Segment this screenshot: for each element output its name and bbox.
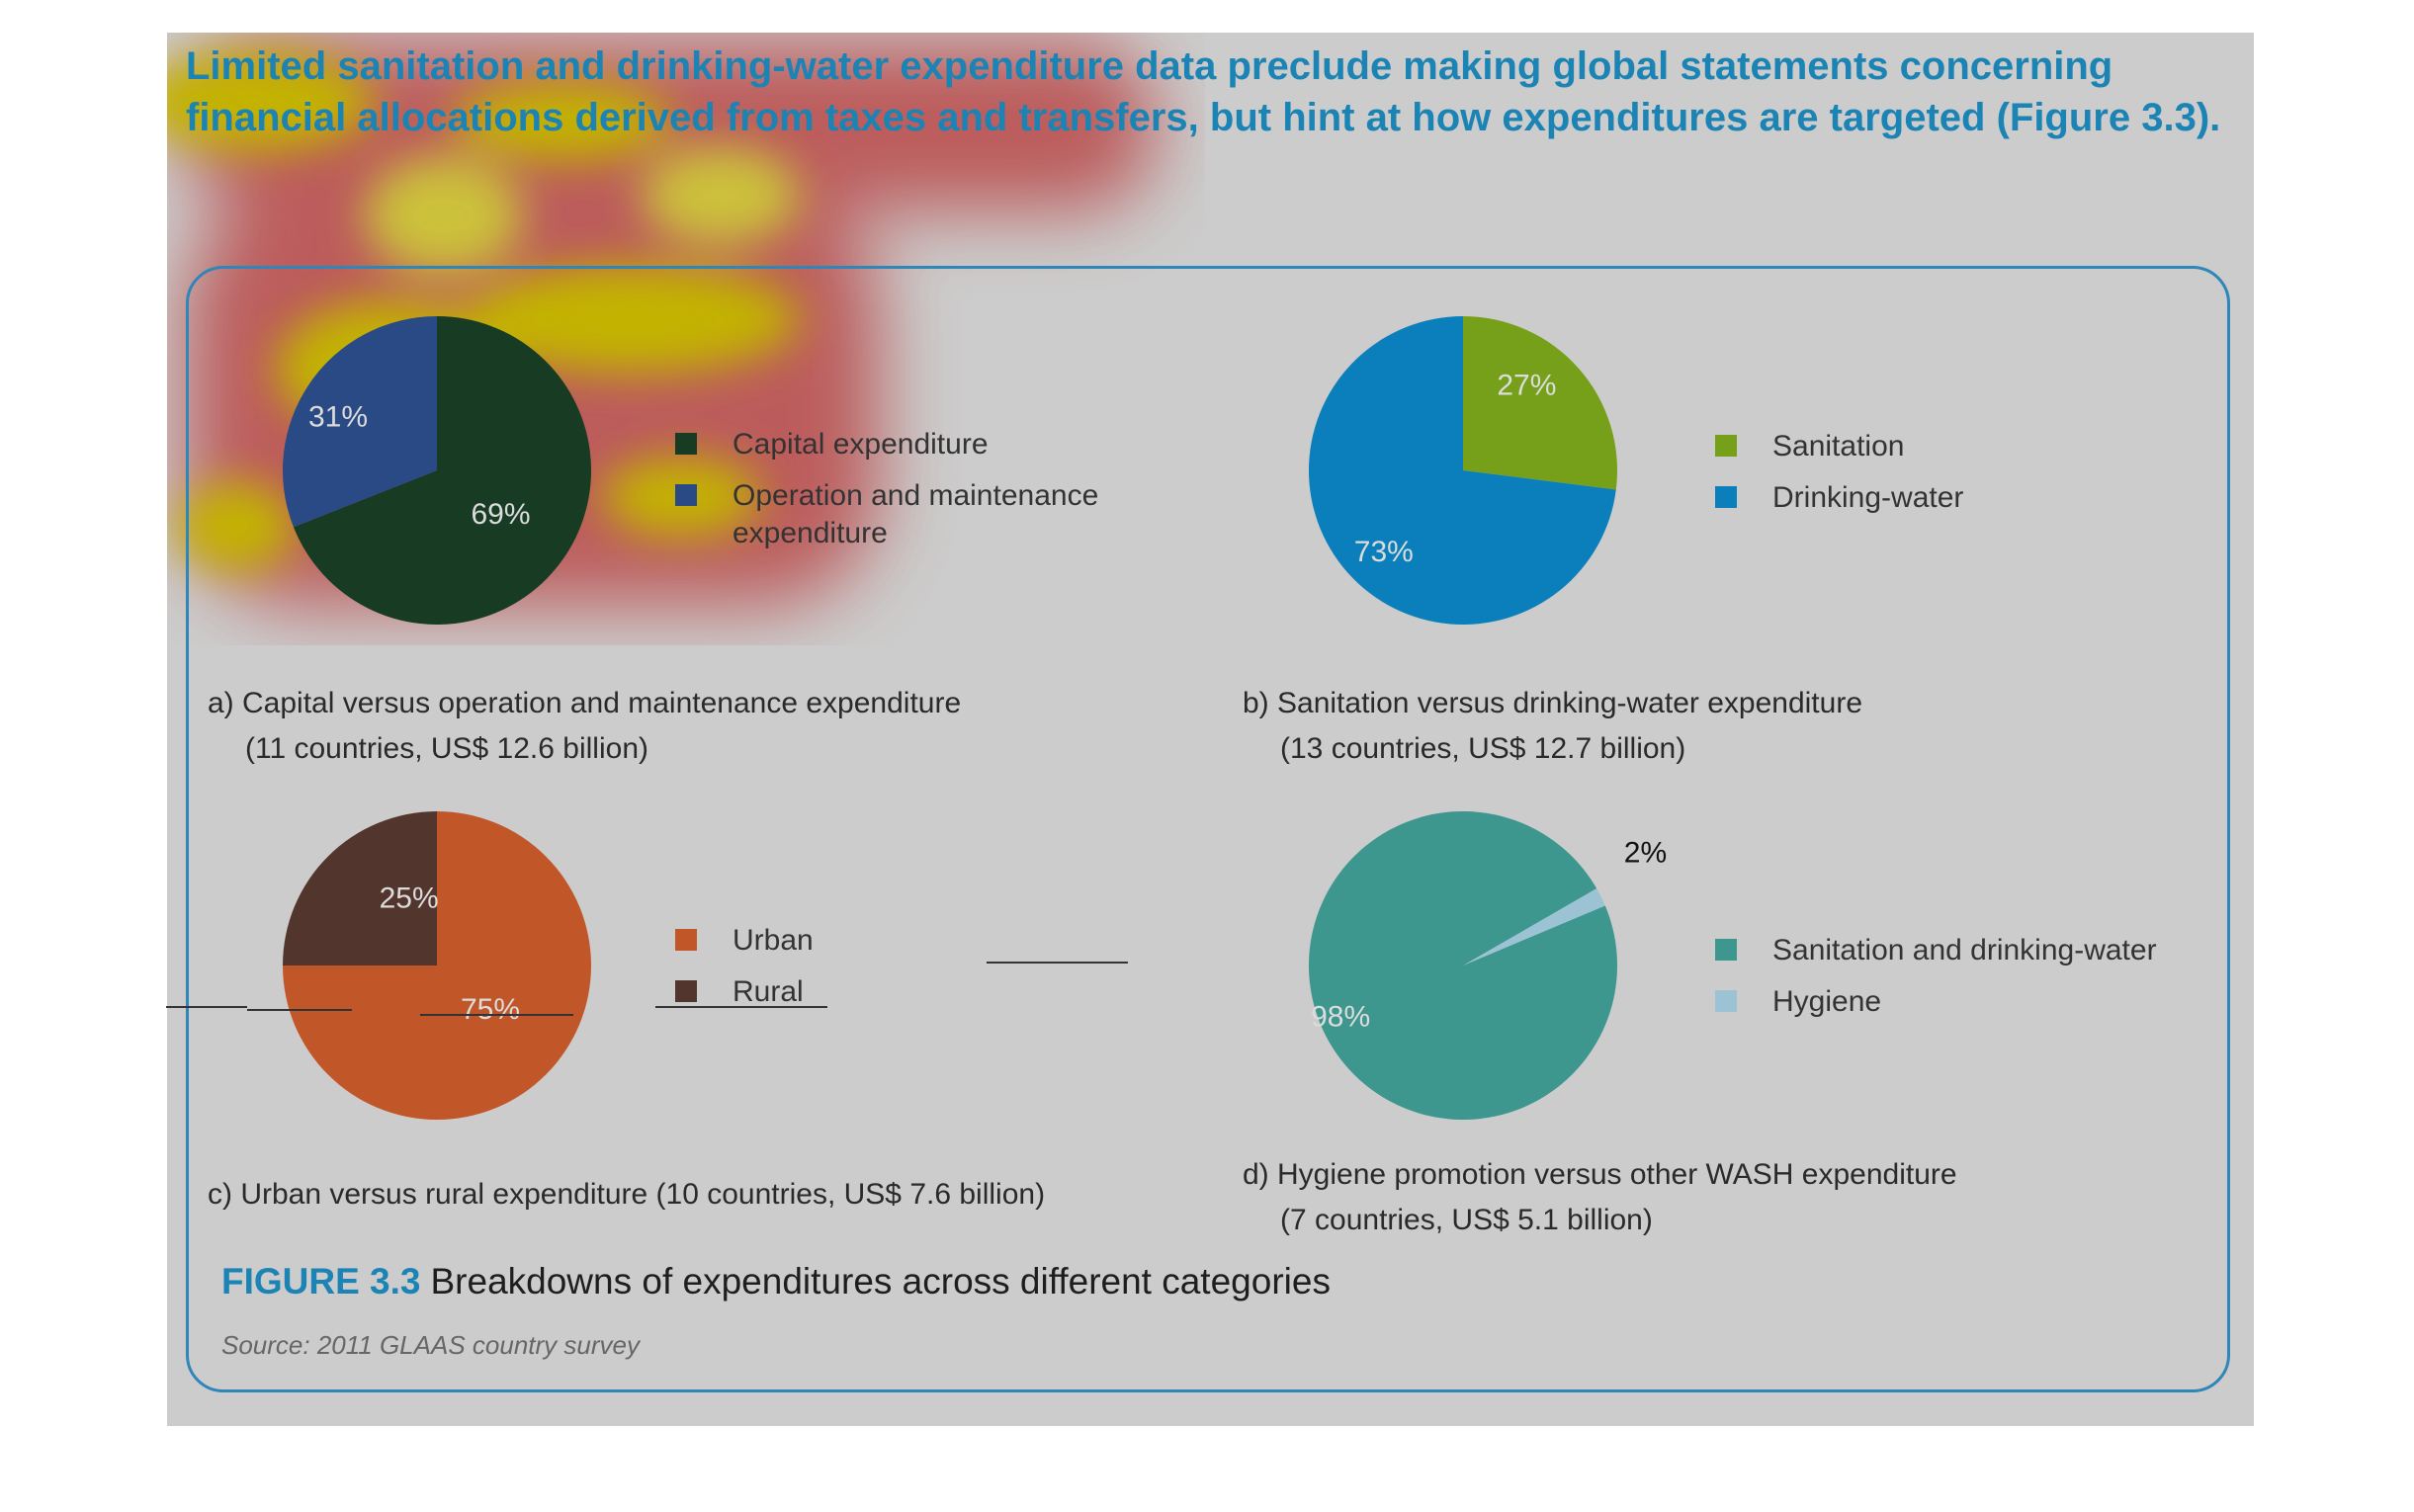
legend-label: Urban xyxy=(733,924,814,957)
pie-slice-label: 25% xyxy=(380,882,439,915)
legend-label: Drinking-water xyxy=(1772,481,1964,514)
rule-line xyxy=(420,1014,573,1016)
pie-slice-label: 2% xyxy=(1624,836,1667,869)
legend-item: Urban xyxy=(675,922,972,960)
legend-a: Capital expenditure Operation and mainte… xyxy=(675,426,1150,566)
legend-c: Urban Rural xyxy=(675,922,972,1025)
caption-subtitle: (11 countries, US$ 12.6 billion) xyxy=(245,732,648,765)
legend-swatch xyxy=(675,433,697,455)
legend-item: Hygiene xyxy=(1715,983,2229,1021)
legend-item: Operation and maintenance expenditure xyxy=(675,477,1128,552)
legend-label: Operation and maintenance expenditure xyxy=(733,479,1099,549)
legend-label: Sanitation and drinking-water xyxy=(1772,934,2157,966)
pie-slice xyxy=(293,316,591,625)
caption-c: c) Urban versus rural expenditure (10 co… xyxy=(208,1172,1045,1218)
caption-title: c) Urban versus rural expenditure (10 co… xyxy=(208,1178,1046,1211)
pie-chart-sanitation-vs-water: 27% 73% xyxy=(1309,316,1617,625)
pie-chart-capital-vs-om: 69% 31% xyxy=(283,316,591,625)
legend-swatch xyxy=(675,929,697,951)
legend-swatch xyxy=(1715,990,1737,1012)
pie-slice xyxy=(283,316,437,528)
pie-slice xyxy=(1308,810,1617,1120)
legend-swatch xyxy=(675,484,697,506)
pie-slice xyxy=(283,811,437,966)
legend-item: Sanitation xyxy=(1715,428,2111,465)
intro-paragraph: Limited sanitation and drinking-water ex… xyxy=(186,44,2221,139)
legend-label: Sanitation xyxy=(1772,430,1905,462)
pie-slice-label: 31% xyxy=(308,401,368,434)
figure-source: Source: 2011 GLAAS country survey xyxy=(221,1330,640,1360)
legend-item: Sanitation and drinking-water xyxy=(1715,932,2229,969)
pie-slice xyxy=(1463,888,1605,966)
legend-label: Capital expenditure xyxy=(733,428,989,461)
legend-b: Sanitation Drinking-water xyxy=(1715,428,2111,531)
legend-label: Hygiene xyxy=(1772,985,1882,1018)
rule-line xyxy=(655,1006,827,1008)
legend-item: Capital expenditure xyxy=(675,426,1150,463)
rule-line xyxy=(166,1006,247,1008)
figure-title: FIGURE 3.3 Breakdowns of expenditures acr… xyxy=(221,1261,1331,1302)
legend-item: Rural xyxy=(675,973,972,1011)
rule-line xyxy=(987,962,1128,964)
caption-subtitle: (7 countries, US$ 5.1 billion) xyxy=(1280,1204,1653,1236)
pie-slice-label: 75% xyxy=(461,993,520,1026)
caption-subtitle: (13 countries, US$ 12.7 billion) xyxy=(1280,732,1686,765)
pie-slice xyxy=(1463,316,1617,490)
legend-swatch xyxy=(1715,435,1737,457)
caption-a: a) Capital versus operation and maintena… xyxy=(208,681,961,772)
figure-number: FIGURE 3.3 xyxy=(221,1261,421,1302)
caption-title: b) Sanitation versus drinking-water expe… xyxy=(1243,687,1862,719)
pie-slice-label: 98% xyxy=(1311,1001,1370,1034)
pie-slice-label: 73% xyxy=(1354,536,1414,568)
caption-d: d) Hygiene promotion versus other WASH e… xyxy=(1243,1152,1957,1243)
caption-title: d) Hygiene promotion versus other WASH e… xyxy=(1243,1158,1957,1191)
figure-frame xyxy=(186,266,2230,1392)
figure-title-text: Breakdowns of expenditures across differ… xyxy=(430,1261,1331,1302)
pie-slice-label: 69% xyxy=(471,498,530,531)
caption-b: b) Sanitation versus drinking-water expe… xyxy=(1243,681,1862,772)
legend-label: Rural xyxy=(733,975,804,1008)
caption-title: a) Capital versus operation and maintena… xyxy=(208,687,962,719)
pie-chart-hygiene-vs-other: 2% 98% xyxy=(1308,810,1667,1120)
legend-swatch xyxy=(675,980,697,1002)
pie-slice-label: 27% xyxy=(1497,369,1556,401)
legend-item: Drinking-water xyxy=(1715,479,2111,517)
pie-chart-urban-vs-rural: 75% 25% xyxy=(283,811,591,1120)
legend-swatch xyxy=(1715,939,1737,961)
pie-slice xyxy=(1309,316,1616,625)
legend-swatch xyxy=(1715,486,1737,508)
legend-d: Sanitation and drinking-water Hygiene xyxy=(1715,932,2229,1035)
rule-line xyxy=(247,1009,352,1011)
